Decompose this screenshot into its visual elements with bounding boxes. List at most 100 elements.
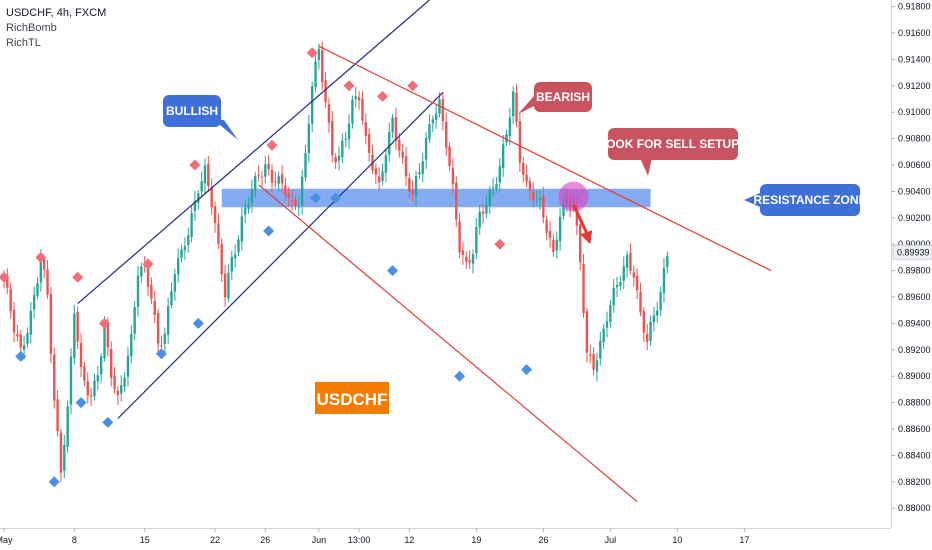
candle-body bbox=[59, 432, 63, 473]
candle-body bbox=[240, 216, 244, 242]
buy-signal-marker bbox=[387, 265, 399, 277]
candle-body bbox=[485, 204, 488, 214]
candle-body bbox=[468, 260, 471, 263]
price-tick-label: 0.90200 bbox=[898, 213, 931, 223]
candle-body bbox=[96, 375, 99, 382]
candle-body bbox=[501, 144, 505, 169]
resistance-zone-label-pointer bbox=[744, 193, 760, 207]
time-tick-label: Jun bbox=[312, 535, 327, 545]
candle-body bbox=[331, 120, 334, 156]
candle-body bbox=[26, 332, 29, 344]
candle-body bbox=[53, 354, 56, 401]
candle-body bbox=[434, 113, 438, 120]
candle-body bbox=[116, 390, 120, 396]
bull-channel-lower-line bbox=[117, 91, 444, 419]
candle-body bbox=[237, 239, 240, 253]
candle-body bbox=[160, 345, 163, 347]
time-tick-label: 10 bbox=[672, 535, 682, 545]
candle-body bbox=[321, 50, 324, 83]
candle-body bbox=[481, 211, 485, 214]
candle-body bbox=[311, 86, 314, 124]
buy-signal-marker bbox=[75, 397, 87, 409]
time-tick-label: 19 bbox=[471, 535, 481, 545]
last-price-tag bbox=[892, 244, 932, 260]
sell-signal-marker bbox=[35, 251, 47, 263]
buy-signal-marker bbox=[155, 348, 167, 360]
candle-body bbox=[166, 305, 170, 335]
candle-body bbox=[136, 275, 140, 307]
candle-body bbox=[582, 263, 585, 314]
sell-setups-label-box bbox=[608, 128, 738, 160]
candle-body bbox=[619, 281, 622, 286]
candle-body bbox=[535, 198, 538, 200]
candle-body bbox=[230, 256, 233, 272]
candle-body bbox=[270, 169, 274, 183]
candle-body bbox=[656, 310, 659, 316]
candle-body bbox=[317, 48, 321, 60]
candle-body bbox=[123, 377, 126, 387]
candle-body bbox=[522, 162, 525, 175]
candle-body bbox=[589, 354, 592, 356]
resistance-zone-label-box bbox=[760, 184, 860, 216]
candle-body bbox=[9, 288, 12, 312]
price-axis bbox=[891, 0, 932, 550]
candle-body bbox=[217, 223, 220, 244]
candle-body bbox=[471, 254, 475, 264]
sell-signal-marker bbox=[266, 139, 278, 151]
candle-body bbox=[314, 61, 317, 88]
candle-body bbox=[153, 300, 156, 316]
candle-body bbox=[515, 92, 518, 123]
candle-body bbox=[431, 119, 434, 124]
candle-body bbox=[488, 189, 491, 206]
candle-body bbox=[280, 174, 284, 184]
candle-body bbox=[150, 284, 153, 299]
sell-signal-marker bbox=[494, 238, 506, 250]
candle-body bbox=[612, 287, 615, 306]
candle-body bbox=[384, 155, 388, 173]
sell-arrow-head bbox=[580, 230, 593, 245]
candle-body bbox=[244, 207, 247, 215]
candle-body bbox=[498, 166, 501, 183]
candle-body bbox=[401, 151, 404, 158]
candle-body bbox=[83, 366, 86, 381]
candle-body bbox=[187, 235, 190, 246]
candle-body bbox=[451, 167, 455, 185]
candle-body bbox=[210, 187, 213, 208]
candle-body bbox=[642, 310, 646, 333]
candle-body bbox=[300, 176, 304, 206]
candle-body bbox=[552, 239, 555, 252]
sell-setups-label-pointer bbox=[640, 158, 652, 176]
bearish-label: BEARISH bbox=[518, 82, 592, 114]
candle-body bbox=[203, 165, 207, 184]
buy-signal-marker bbox=[192, 317, 204, 329]
indicator-richbomb: RichBomb bbox=[6, 22, 57, 34]
buy-signal-marker bbox=[15, 350, 27, 362]
candle-body bbox=[334, 157, 337, 163]
candle-body bbox=[605, 321, 609, 328]
candle-body bbox=[646, 333, 649, 342]
candle-body bbox=[347, 123, 351, 140]
bear-channel-lower-line bbox=[258, 184, 638, 503]
price-tick-label: 0.88200 bbox=[898, 477, 931, 487]
candle-body bbox=[274, 181, 277, 183]
candle-body bbox=[69, 356, 73, 405]
bullish-label: BULLISH bbox=[163, 95, 238, 140]
candle-body bbox=[66, 406, 69, 447]
candle-body bbox=[76, 311, 79, 342]
candle-body bbox=[227, 272, 230, 299]
candle-body bbox=[666, 256, 669, 267]
candle-body bbox=[378, 176, 381, 183]
sell-signal-marker bbox=[377, 90, 389, 102]
candle-body bbox=[428, 124, 431, 140]
price-tick-label: 0.88000 bbox=[898, 503, 931, 513]
candle-body bbox=[337, 155, 341, 161]
candle-body bbox=[398, 139, 401, 151]
candle-body bbox=[12, 309, 16, 333]
time-tick-label: 17 bbox=[739, 535, 749, 545]
price-tick-label: 0.88600 bbox=[898, 424, 931, 434]
bearish-label-box bbox=[534, 82, 592, 112]
candle-body bbox=[146, 267, 150, 287]
sell-arrow-shaft bbox=[572, 203, 590, 237]
